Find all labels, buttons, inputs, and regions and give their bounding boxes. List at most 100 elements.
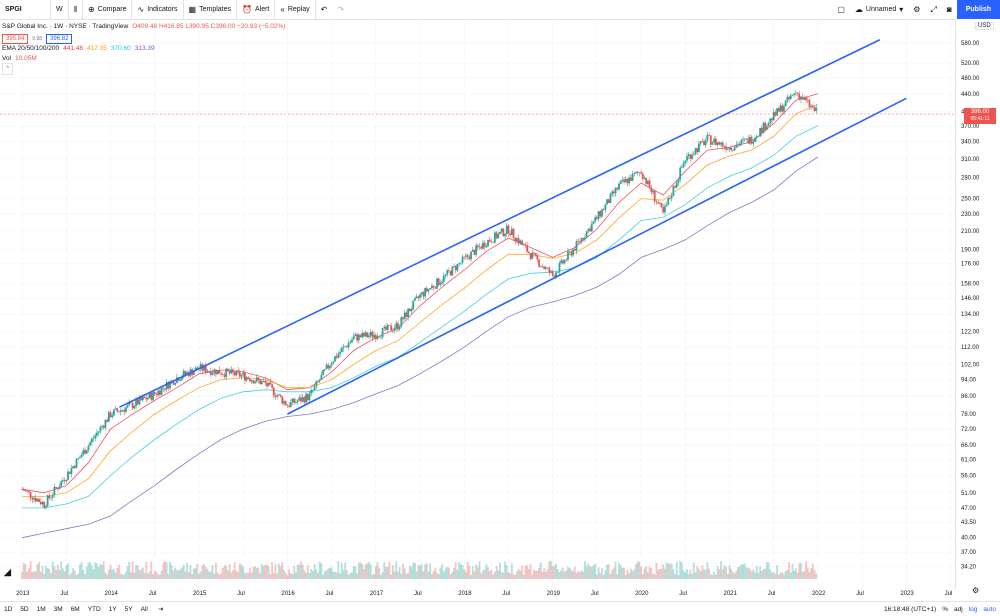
candle-body [670, 195, 673, 199]
volume-bar [39, 571, 42, 579]
candle-body [609, 193, 612, 203]
volume-bar [594, 563, 597, 579]
candle-body [533, 252, 535, 254]
clock[interactable]: 16:18:48 (UTC+1) [883, 605, 937, 613]
volume-bar [157, 573, 160, 579]
volume-bar [75, 574, 78, 579]
volume-bar [473, 571, 476, 579]
price-tick-label: 86.00 [961, 394, 977, 400]
volume-bar [612, 567, 615, 579]
axis-settings-button[interactable]: ⚙ [972, 586, 979, 595]
settings-button[interactable]: ⚙ [908, 0, 925, 19]
candle-body [735, 144, 738, 148]
alert-button[interactable]: ⏰ Alert [237, 0, 276, 19]
replay-button[interactable]: «Replay [275, 0, 316, 19]
volume-bar [810, 568, 813, 579]
volume-bar [80, 561, 83, 579]
chart-type-button[interactable]: ⫴ [69, 0, 83, 19]
volume-bar [582, 571, 585, 579]
snapshot-button[interactable]: ◙ [942, 0, 957, 19]
candle-body [723, 146, 726, 148]
compare-button[interactable]: ⊕ Compare [83, 0, 133, 19]
volume-bar [323, 570, 326, 579]
volume-bar [720, 561, 722, 579]
price-chart[interactable]: 2013 Jul 2014 Jul 2015 Jul 2016 Jul 2017 Jul 2018 J… [0, 19, 1000, 601]
volume-bar [169, 561, 171, 579]
volume-bar [713, 571, 716, 579]
volume-bar [152, 574, 154, 579]
adj-toggle[interactable]: adj [953, 605, 963, 613]
auto-toggle[interactable]: auto [983, 605, 996, 613]
volume-bar [505, 565, 508, 579]
candle-body [538, 259, 540, 267]
interval-button[interactable]: W [51, 0, 69, 19]
range-1d[interactable]: 1D [4, 605, 13, 613]
volume-bar [429, 563, 432, 579]
candle-body [691, 154, 694, 159]
candle-body [808, 100, 811, 107]
range-1m[interactable]: 1M [36, 605, 46, 613]
cloud-save-button[interactable]: ☁ Unnamed ▾ [850, 0, 908, 19]
volume-bar [516, 571, 518, 579]
candle-body [206, 371, 209, 373]
percent-toggle[interactable]: % [942, 605, 948, 613]
candle-body [291, 398, 294, 403]
volume-bar [386, 566, 389, 579]
candle-body [152, 391, 154, 400]
range-6m[interactable]: 6M [70, 605, 80, 613]
log-toggle[interactable]: log [968, 605, 978, 613]
volume-bar [456, 569, 459, 579]
fullscreen-button[interactable]: ⤢ [925, 0, 941, 19]
ema-legend-label[interactable]: EMA 20/50/100/200 [2, 45, 60, 52]
volume-bar [119, 573, 122, 579]
legend-collapse-button[interactable]: ^ [2, 63, 14, 75]
candle-body [101, 426, 103, 428]
range-5y[interactable]: 5Y [124, 605, 133, 613]
currency-selector[interactable]: USD [975, 22, 994, 30]
range-5d[interactable]: 5D [20, 605, 29, 613]
candle-body [403, 312, 406, 320]
price-axis[interactable]: USD 580.00520.00480.00440.00400.00370.00… [955, 19, 1000, 595]
candle-body [172, 380, 175, 385]
range-ytd[interactable]: YTD [87, 605, 101, 613]
candle-body [488, 239, 491, 242]
volume-bar [196, 563, 199, 579]
symbol-search[interactable]: SPGI [0, 0, 51, 19]
candle-body [485, 246, 488, 248]
range-all[interactable]: All [140, 605, 148, 613]
candle-body [638, 172, 641, 174]
candle-body [750, 136, 753, 144]
trend-channel[interactable] [119, 39, 907, 415]
range-1y[interactable]: 1Y [108, 605, 117, 613]
volume-bar [359, 562, 362, 579]
volume-bar [175, 570, 178, 579]
redo-button[interactable]: ↷ [332, 0, 349, 19]
indicators-button[interactable]: ∿ Indicators [132, 0, 184, 19]
candle-body [643, 177, 646, 179]
publish-button[interactable]: Publish [956, 0, 1000, 19]
volume-bar [502, 572, 505, 579]
candle-body [694, 148, 697, 155]
templates-button[interactable]: ▦ Templates [184, 0, 238, 19]
volume-bar [441, 564, 444, 579]
layout-button[interactable]: ▢ [832, 0, 850, 19]
candle-body [774, 112, 777, 116]
candle-body [73, 466, 76, 468]
indicators-icon: ∿ [137, 4, 145, 14]
candle-body [521, 240, 523, 245]
volume-bar [128, 561, 131, 579]
volume-bar [771, 572, 773, 579]
sell-button[interactable]: 395.84 [2, 34, 29, 44]
go-to-date-button[interactable]: ⇥ [154, 605, 167, 613]
undo-button[interactable]: ↶ [316, 0, 333, 19]
buy-button[interactable]: 396.82 [46, 34, 73, 44]
volume-bar [533, 569, 535, 579]
candle-body [385, 326, 387, 330]
candle-body [194, 367, 197, 372]
price-tick-label: 37.00 [961, 550, 977, 556]
range-3m[interactable]: 3M [53, 605, 63, 613]
volume-bar [621, 567, 624, 579]
volume-legend-label[interactable]: Vol [2, 55, 12, 62]
volume-bar [332, 571, 335, 579]
volume-bar [686, 569, 688, 579]
